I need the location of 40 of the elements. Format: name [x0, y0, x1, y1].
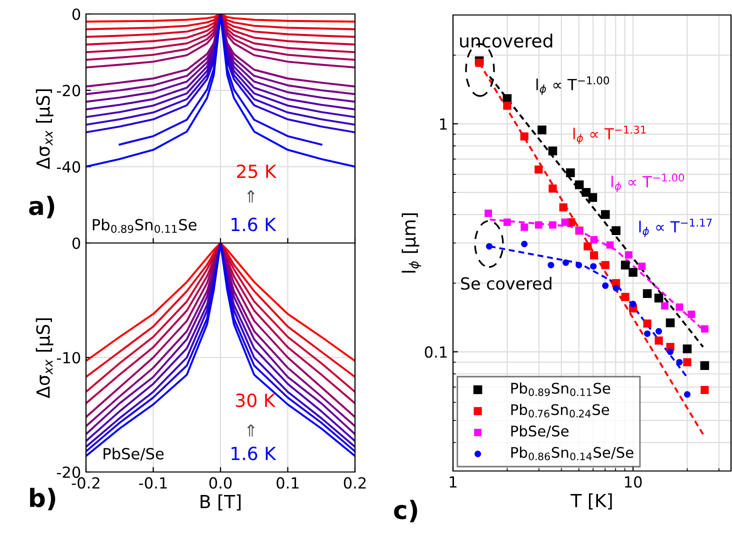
legend-label: Pb$_{0.76}$Sn$_{0.24}$Se — [511, 404, 610, 418]
annotation: l$_{ϕ}$ ∝ T$^{−1.31}$ — [573, 126, 646, 144]
annotation: ⇑ — [247, 190, 254, 202]
annotation: 1.6 K — [232, 218, 276, 232]
legend-label: PbSe/Se — [511, 425, 569, 438]
y-axis-title: l$_{ϕ}$ [µm] — [402, 213, 422, 273]
annotation: ⇑ — [247, 424, 254, 437]
annotation: uncovered — [460, 34, 552, 48]
annotation: Se covered — [461, 276, 552, 290]
annotation: 1.6 K — [232, 446, 276, 460]
x-axis-title: B [T] — [200, 494, 241, 511]
x-tick-label: 10 — [625, 476, 642, 488]
y-axis-title: Δσ$_{xx}$ [µS] — [36, 89, 54, 170]
y-tick-label: -10 — [56, 352, 80, 364]
x-tick-label: 0.1 — [276, 477, 298, 489]
y-tick-label: 0 — [72, 237, 80, 250]
x-axis-title: T [K] — [570, 493, 612, 510]
x-tick-label: 1 — [450, 476, 456, 488]
text: c) — [394, 500, 418, 522]
y-tick-label: 0 — [72, 8, 80, 20]
y-tick-label: -40 — [56, 161, 80, 173]
text: b) — [30, 488, 56, 510]
legend-label: Pb$_{0.89}$Sn$_{0.11}$Se — [511, 382, 610, 396]
annotation: Pb$_{0.89}$Sn$_{0.11}$Se — [92, 218, 196, 233]
x-tick-label: 0.2 — [344, 477, 366, 489]
annotation: 30 K — [236, 394, 276, 408]
y-tick-label: -20 — [56, 84, 80, 96]
text: a) — [29, 196, 54, 218]
x-tick-label: -0.1 — [139, 477, 167, 489]
annotation: PbSe/Se — [104, 448, 164, 461]
legend-label: Pb$_{0.86}$Sn$_{0.14}$Se/Se — [511, 446, 634, 460]
line-series — [118, 14, 322, 146]
annotation: l$_{ϕ}$ ∝ T$^{−1.00}$ — [612, 173, 684, 192]
y-tick-label: -20 — [56, 466, 80, 478]
y-axis-title: Δσ$_{xx}$ [µS] — [36, 318, 54, 398]
annotation: l$_{ϕ}$ ∝ T$^{−1.17}$ — [639, 218, 712, 238]
x-tick-label: 0.0 — [209, 477, 232, 489]
annotation: l$_{ϕ}$ ∝ T$^{−1.00}$ — [536, 76, 610, 95]
x-tick-label: -0.2 — [72, 477, 100, 489]
annotation: 25 K — [237, 164, 277, 178]
